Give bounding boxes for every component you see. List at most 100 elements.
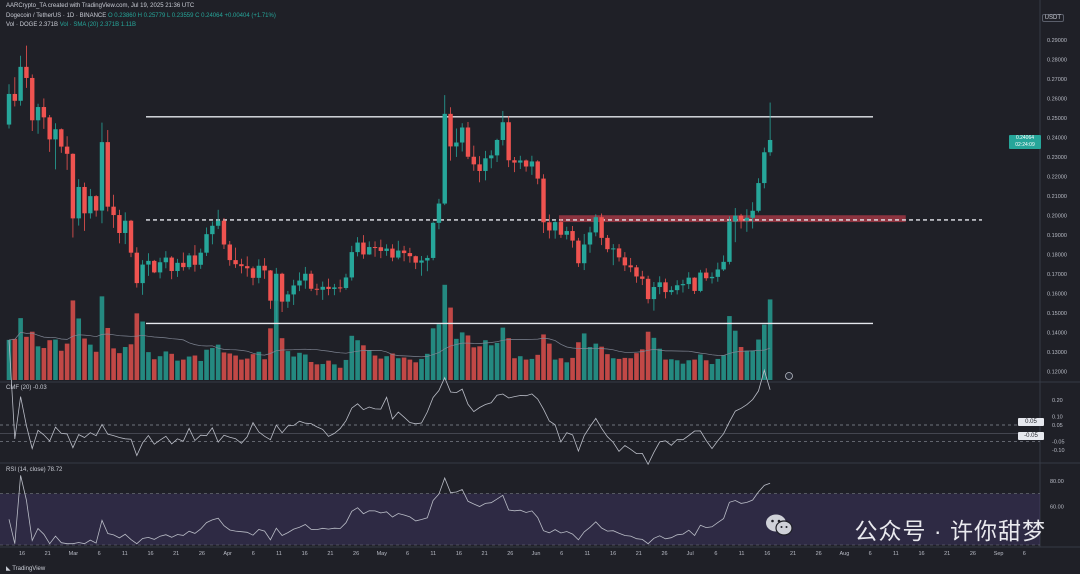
volume-bar	[273, 299, 279, 380]
volume-bar	[175, 360, 180, 380]
volume-bar	[239, 359, 244, 380]
price-axis-tick: 0.22000	[1047, 174, 1067, 180]
volume-bar	[384, 356, 389, 380]
candle-body	[117, 215, 122, 233]
volume-bar	[53, 339, 58, 380]
currency-button[interactable]: USDT	[1041, 14, 1064, 22]
volume-bar	[634, 353, 639, 380]
volume-bar	[762, 324, 767, 380]
candle-body	[18, 66, 23, 101]
candle-body	[355, 242, 360, 253]
brand-name: TradingView	[12, 566, 46, 572]
candle-body	[721, 261, 726, 270]
candle-body	[24, 66, 29, 78]
volume-bar	[425, 353, 430, 380]
volume-ma-line	[8, 331, 771, 358]
cmf-axis-tick: 0.10	[1052, 415, 1063, 421]
time-axis-tick: Jun	[532, 551, 541, 557]
volume-bar	[366, 350, 372, 380]
candle-body	[320, 286, 325, 290]
time-axis-tick: 16	[456, 551, 462, 557]
time-axis-tick: 26	[661, 551, 667, 557]
price-axis-tick: 0.13000	[1047, 350, 1067, 356]
volume-bar	[721, 355, 726, 380]
cmf-axis-tick: -0.05	[1052, 440, 1065, 446]
candle-body	[465, 127, 471, 157]
candle-body	[518, 160, 523, 163]
volume-bar	[210, 348, 215, 380]
volume-bar	[628, 358, 633, 380]
cmf-legend[interactable]: CMF (20) -0.03	[6, 385, 47, 391]
candle-body	[657, 282, 662, 288]
candle-body	[512, 160, 517, 163]
candle-body	[593, 217, 599, 233]
price-axis-tick: 0.24000	[1047, 135, 1067, 141]
candle-body	[198, 252, 203, 265]
volume-legend[interactable]: Vol · DOGE 2.371B Vol · SMA (20) 2.371B …	[6, 22, 136, 28]
watermark: 公众号 · 许你甜梦	[854, 518, 1046, 544]
candle-body	[372, 247, 378, 249]
candle-body	[181, 262, 186, 268]
candle-body	[576, 240, 581, 264]
candle-body	[82, 186, 87, 214]
price-axis-tick: 0.21000	[1047, 194, 1067, 200]
volume-bar	[24, 336, 29, 380]
volume-bar	[541, 334, 546, 380]
volume-bar	[47, 340, 52, 380]
volume-bar	[105, 327, 111, 380]
volume-bar	[140, 321, 145, 380]
candle-body	[123, 220, 128, 233]
volume-bar	[727, 316, 732, 380]
volume-bar	[674, 360, 680, 380]
volume-bar	[587, 347, 593, 380]
volume-bar	[337, 367, 343, 380]
time-axis-tick: 16	[147, 551, 153, 557]
volume-bar	[547, 343, 552, 380]
volume-bar	[407, 359, 413, 380]
candle-body	[750, 210, 755, 218]
volume-bar	[181, 359, 186, 380]
candle-body	[634, 267, 639, 277]
volume-bar	[29, 331, 35, 380]
wechat-icon	[766, 514, 793, 536]
candle-body	[53, 129, 58, 140]
tradingview-logo[interactable]: ◣ TradingView	[6, 566, 46, 572]
rsi-legend[interactable]: RSI (14, close) 78.72	[6, 467, 63, 473]
price-axis-tick: 0.20000	[1047, 213, 1067, 219]
volume-bar	[430, 328, 436, 380]
volume-bar	[12, 338, 18, 380]
candle-body	[692, 277, 697, 291]
candle-body	[541, 178, 546, 223]
candle-body	[442, 113, 447, 204]
time-axis-tick: 26	[507, 551, 513, 557]
volume-bar	[610, 358, 616, 380]
time-axis-tick: 16	[764, 551, 770, 557]
candle-body	[367, 247, 372, 255]
candle-body	[698, 272, 703, 291]
volume-ma-label: Vol · SMA (20) 2.371B 1.11B	[59, 22, 136, 28]
candle-body	[767, 139, 773, 153]
volume-bar	[419, 358, 424, 380]
candle-body	[663, 282, 668, 293]
cmf-axis-tick: 0.05	[1052, 423, 1063, 429]
volume-bar	[454, 338, 459, 380]
candle-body	[500, 122, 506, 140]
candle-body	[268, 270, 273, 301]
volume-bar	[483, 340, 488, 380]
time-axis-tick: 11	[893, 551, 899, 557]
volume-bar	[250, 354, 256, 380]
volume-bar	[343, 359, 349, 380]
symbol-title[interactable]: Dogecoin / TetherUS · 1D · BINANCE O 0.2…	[6, 13, 276, 19]
candle-body	[186, 255, 192, 268]
candle-body	[303, 273, 308, 281]
volume-bar	[413, 362, 418, 380]
candle-body	[733, 215, 738, 222]
volume-bar	[227, 353, 233, 380]
candle-body	[547, 222, 552, 231]
volume-bar	[198, 360, 204, 380]
candle-body	[396, 250, 401, 258]
volume-bar	[18, 318, 23, 380]
time-axis-tick: 6	[406, 551, 409, 557]
volume-bar	[738, 347, 744, 380]
